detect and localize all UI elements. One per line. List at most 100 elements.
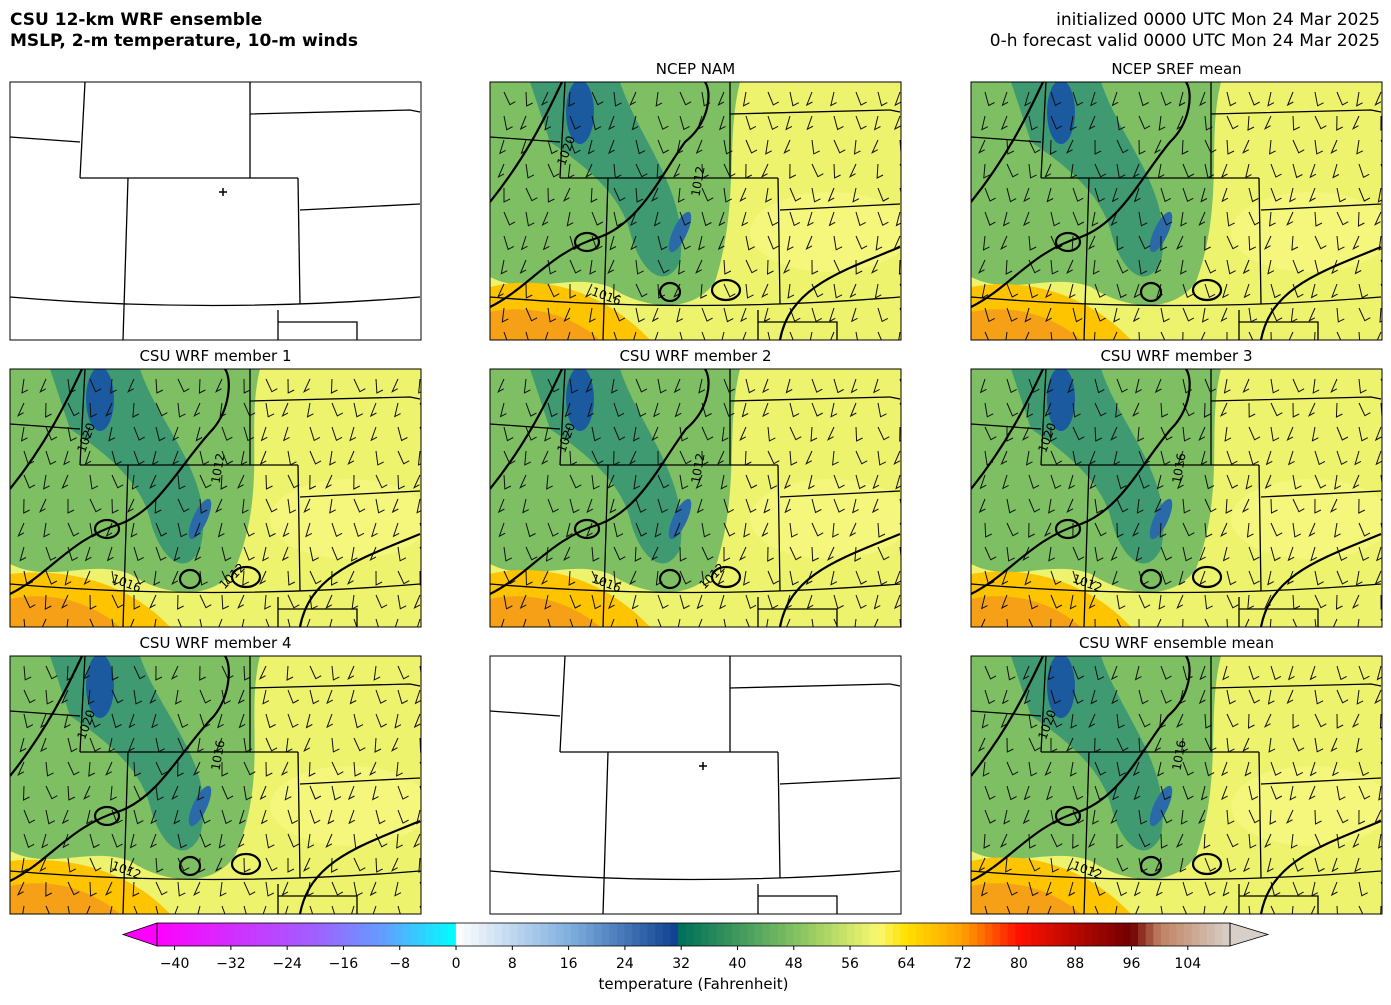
wind-barb	[45, 426, 58, 441]
wind-barb	[723, 618, 727, 627]
wind-barb	[1356, 139, 1364, 155]
wind-barb	[1226, 833, 1239, 848]
colorbar-tick-label: −8	[389, 956, 410, 972]
wind-barb	[105, 402, 113, 417]
wind-barb	[1005, 259, 1013, 275]
wind-barb	[1248, 307, 1258, 323]
wind-barb	[1116, 283, 1127, 299]
wind-barb	[63, 713, 71, 729]
wind-barb	[67, 761, 80, 776]
wind-barb	[1270, 761, 1282, 776]
wind-barb	[221, 785, 234, 800]
colorbar-cell	[1092, 923, 1101, 946]
wind-barb	[1358, 905, 1364, 914]
colorbar-cell	[1214, 923, 1223, 946]
isobar	[490, 82, 710, 308]
wind-barb	[1094, 546, 1104, 562]
wind-barb	[1269, 139, 1276, 155]
wind-barb	[243, 665, 251, 681]
wind-barb	[1308, 187, 1316, 203]
wind-barb	[111, 689, 124, 704]
wind-barb	[1050, 689, 1061, 705]
wind-barb	[309, 546, 319, 562]
colorbar-cell	[210, 923, 219, 946]
wind-barb	[1374, 426, 1382, 442]
colorbar-cell	[570, 923, 580, 946]
wind-barb	[305, 713, 313, 729]
wind-barb	[1330, 378, 1338, 393]
wind-barb	[1247, 594, 1255, 610]
wind-barb	[546, 474, 553, 490]
wind-barb	[590, 187, 598, 203]
wind-barb	[1198, 809, 1206, 824]
wind-barb	[89, 594, 97, 610]
wind-barb	[1153, 139, 1162, 154]
wind-barb	[1138, 91, 1149, 107]
wind-barb	[723, 307, 734, 323]
wind-barb	[218, 618, 223, 627]
colorbar-cell	[931, 923, 940, 946]
colorbar-cell	[609, 923, 618, 946]
state-border	[1083, 464, 1090, 627]
wind-barb	[1065, 737, 1074, 752]
wind-barb	[1137, 426, 1145, 442]
wind-barb	[852, 187, 860, 203]
wind-barb	[1087, 235, 1096, 250]
wind-barb	[591, 211, 604, 226]
wind-barb	[1022, 665, 1030, 681]
valid-line: initialized 0000 UTC Mon 24 Mar 2025	[1056, 10, 1380, 30]
wind-barb	[414, 689, 421, 705]
wind-barb	[1329, 498, 1338, 513]
wind-barb	[632, 426, 640, 442]
wind-barb	[718, 115, 726, 131]
wind-barb	[1005, 857, 1012, 873]
wind-barb	[1336, 809, 1349, 824]
wind-barb	[243, 378, 251, 394]
state-border	[559, 82, 566, 179]
isobar	[298, 532, 421, 627]
wind-barb	[309, 474, 317, 490]
field-teal	[1011, 369, 1164, 564]
wind-barb	[1006, 283, 1019, 298]
wind-barb	[679, 115, 690, 131]
wind-barb	[609, 498, 617, 514]
wind-barb	[1133, 881, 1141, 897]
wind-barb	[873, 618, 879, 627]
wind-barb	[1072, 307, 1083, 323]
wind-barb	[1292, 498, 1305, 513]
wind-barb	[679, 474, 689, 490]
wind-barb	[23, 618, 26, 627]
wind-barb	[1182, 785, 1194, 800]
wind-barb	[262, 689, 270, 705]
wind-barb	[503, 235, 515, 251]
wind-barb	[353, 474, 361, 490]
wind-barb	[657, 594, 669, 609]
wind-barb	[981, 283, 989, 299]
wind-barb	[784, 498, 792, 514]
wind-barb	[1089, 570, 1097, 586]
colorbar-tick-label: 64	[897, 956, 915, 972]
wind-barb	[1116, 618, 1122, 627]
wind-barb	[1309, 761, 1317, 777]
wind-barb	[195, 426, 203, 442]
wind-barb	[1221, 785, 1228, 801]
colorbar-cell	[425, 923, 434, 946]
wind-barb	[1310, 905, 1316, 914]
wind-barb	[177, 498, 190, 513]
wind-barb	[1006, 618, 1009, 627]
wind-barb	[1336, 450, 1348, 466]
wind-barb	[287, 474, 300, 489]
wind-barb	[1287, 450, 1295, 466]
wind-barb	[1006, 905, 1011, 914]
wind-barb	[1248, 833, 1257, 849]
wind-barb	[243, 881, 256, 896]
wind-barb	[1308, 522, 1316, 537]
wind-barb	[1001, 689, 1009, 705]
wind-barb	[1072, 546, 1085, 561]
wind-barb	[631, 594, 639, 610]
wind-barb	[23, 594, 36, 609]
wind-barb	[215, 737, 223, 753]
wind-barb	[1182, 426, 1191, 442]
